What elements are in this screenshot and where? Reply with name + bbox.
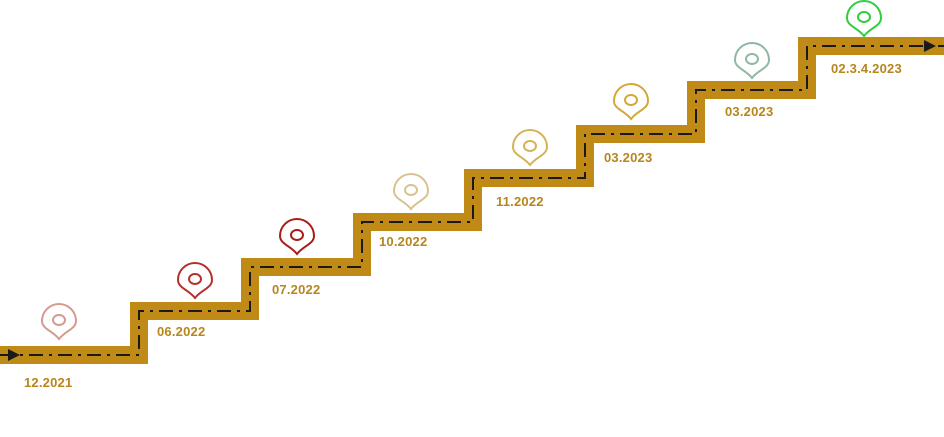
- milestone-date-1: 12.2021: [24, 375, 73, 390]
- location-pin-icon-3: [278, 218, 316, 256]
- location-pin-icon-7: [733, 42, 771, 80]
- milestone-date-7: 03.2023: [725, 104, 774, 119]
- milestone-date-3: 07.2022: [272, 282, 321, 297]
- stair-band: [0, 37, 944, 364]
- milestone-date-2: 06.2022: [157, 324, 206, 339]
- milestone-date-5: 11.2022: [496, 194, 544, 209]
- location-pin-icon-6: [612, 83, 650, 121]
- location-pin-icon-5: [511, 129, 549, 167]
- start-arrow-icon: [8, 349, 20, 361]
- milestone-date-6: 03.2023: [604, 150, 653, 165]
- end-arrow-icon: [924, 40, 936, 52]
- milestone-date-4: 10.2022: [379, 234, 428, 249]
- location-pin-icon-2: [176, 262, 214, 300]
- milestone-date-8: 02.3.4.2023: [831, 61, 902, 76]
- location-pin-icon-4: [392, 173, 430, 211]
- location-pin-icon-1: [40, 303, 78, 341]
- stair-dash-line: [0, 45, 944, 356]
- location-pin-icon-8: [845, 0, 883, 38]
